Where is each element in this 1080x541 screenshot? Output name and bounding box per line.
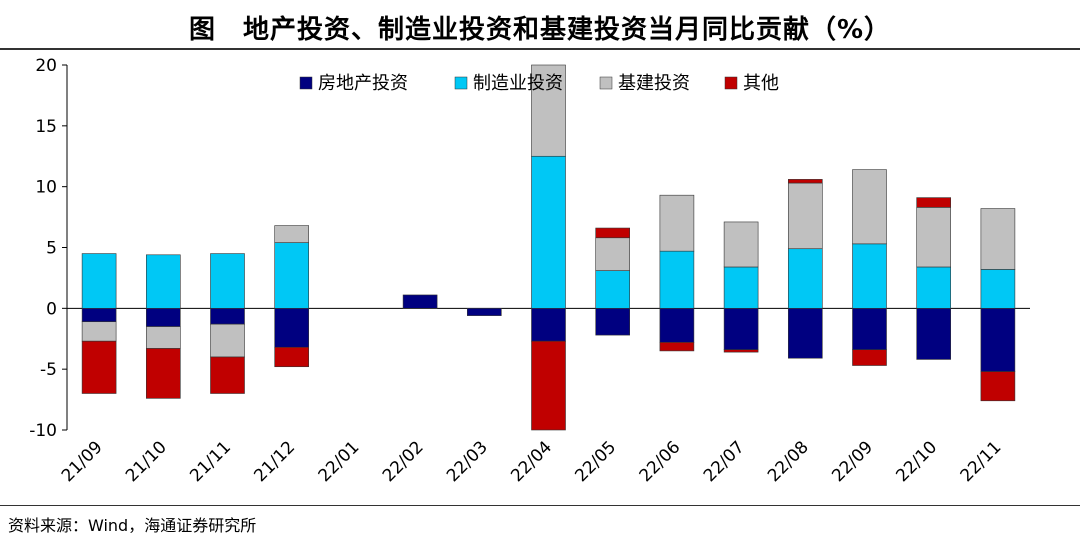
bar-segment	[916, 197, 952, 208]
title-divider	[0, 48, 1080, 50]
bar-segment	[787, 248, 823, 309]
x-tick-label: 22/06	[636, 437, 685, 486]
bar-segment	[659, 308, 695, 343]
bar-segment	[146, 254, 181, 309]
bar-segment	[723, 349, 759, 353]
legend-label: 基建投资	[618, 73, 690, 94]
legend-label: 制造业投资	[473, 73, 563, 94]
bar-segment	[81, 340, 117, 394]
x-tick-label: 22/11	[957, 437, 1006, 486]
bar-segment	[659, 194, 695, 252]
title-bar: 图 地产投资、制造业投资和基建投资当月同比贡献（%）	[0, 0, 1080, 50]
bar-segment	[787, 179, 823, 184]
bar-segment	[466, 308, 502, 316]
bar-segment	[595, 308, 631, 336]
x-tick-label: 22/03	[443, 437, 492, 486]
x-tick-label: 22/04	[507, 437, 556, 486]
legend-swatch	[299, 76, 313, 90]
y-tick-label: 0	[46, 299, 57, 319]
bar-segment	[531, 155, 566, 309]
bar-segment	[980, 308, 1016, 372]
bar-segment	[659, 342, 695, 352]
bar-segment	[595, 227, 631, 239]
x-tick-label: 22/09	[828, 437, 877, 486]
bar-segment	[531, 340, 566, 431]
bar-segment	[146, 348, 181, 399]
bar-segment	[81, 321, 117, 342]
bar-segment	[210, 323, 245, 358]
bar-segment	[852, 349, 887, 366]
source-divider	[0, 505, 1080, 506]
x-tick-label: 22/02	[379, 437, 428, 486]
x-tick-label: 22/08	[764, 437, 813, 486]
y-tick-label: 5	[46, 239, 57, 259]
legend-swatch	[454, 76, 468, 90]
x-tick-label: 22/10	[892, 437, 941, 486]
x-tick-label: 22/07	[700, 437, 749, 486]
x-tick-label: 22/05	[571, 437, 620, 486]
source-note: 资料来源：Wind，海通证券研究所	[8, 516, 257, 535]
y-tick-label: -10	[29, 421, 57, 441]
bar-segment	[916, 266, 952, 309]
x-tick-label: 21/09	[58, 437, 107, 486]
bar-segment	[723, 266, 759, 309]
bar-segment	[402, 294, 438, 309]
bar-segment	[531, 64, 566, 157]
x-tick-label: 21/11	[186, 437, 235, 486]
bar-segment	[595, 237, 631, 271]
chart-title: 图 地产投资、制造业投资和基建投资当月同比贡献（%）	[188, 15, 892, 45]
bar-segment	[81, 253, 117, 309]
bar-segment	[980, 269, 1016, 309]
bar-segment	[210, 356, 245, 394]
legend-swatch	[599, 76, 613, 90]
legend-label: 房地产投资	[318, 73, 408, 94]
bar-segment	[146, 326, 181, 349]
x-tick-label: 21/12	[250, 437, 299, 486]
x-tick-label: 22/01	[315, 437, 364, 486]
bar-segment	[916, 308, 952, 360]
bar-segment	[852, 243, 887, 309]
bar-segment	[210, 253, 245, 309]
legend-swatch	[724, 76, 738, 90]
y-tick-label: 15	[35, 117, 57, 137]
bar-segment	[274, 242, 310, 309]
bar-segment	[274, 308, 310, 348]
bar-segment	[210, 308, 245, 325]
bar-segment	[659, 250, 695, 309]
bar-segment	[916, 207, 952, 268]
bar-segment	[274, 346, 310, 368]
bar-segment	[146, 308, 181, 327]
y-tick-label: 20	[35, 56, 57, 76]
x-tick-label: 21/10	[122, 437, 171, 486]
y-tick-label: 10	[35, 178, 57, 198]
bar-segment	[787, 182, 823, 250]
bar-segment	[980, 208, 1016, 270]
y-tick-label: -5	[40, 360, 57, 380]
bar-segment	[274, 225, 310, 243]
bar-segment	[723, 221, 759, 268]
legend-label: 其他	[743, 73, 779, 94]
bar-segment	[723, 308, 759, 351]
bar-segment	[81, 308, 117, 323]
bar-segment	[852, 308, 887, 351]
bar-segment	[980, 371, 1016, 402]
bar-segment	[852, 169, 887, 245]
bar-segment	[531, 308, 566, 342]
bar-segment	[787, 308, 823, 359]
bar-segment	[595, 270, 631, 309]
